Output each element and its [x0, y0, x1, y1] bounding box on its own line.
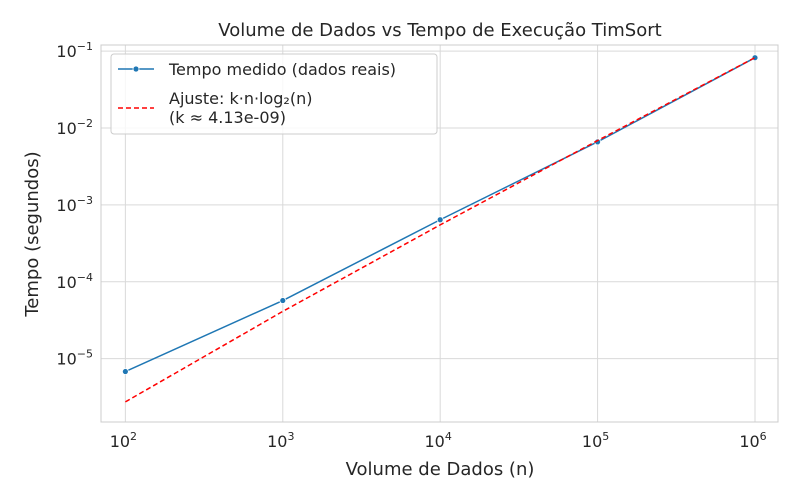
x-tick-label: 105: [582, 430, 609, 451]
chart-title: Volume de Dados vs Tempo de Execução Tim…: [218, 20, 661, 41]
legend-marker-measured: [132, 65, 140, 73]
legend: Tempo medido (dados reais) Ajuste: k·n·l…: [110, 53, 438, 135]
y-tick-label: 10−1: [56, 40, 93, 61]
y-axis-label: Tempo (segundos): [22, 151, 43, 317]
plot-area-frame: [100, 44, 779, 423]
y-tick-label: 10−3: [56, 194, 93, 215]
legend-label-fit-line1: Ajuste: k·n·log₂(n): [169, 89, 312, 108]
x-tick-label: 102: [110, 430, 137, 451]
series-line-fit: [125, 56, 756, 403]
x-tick-labels: 102 103 104 105 106: [110, 430, 767, 451]
series-layer: [121, 54, 759, 403]
y-tick-labels: 10−5 10−4 10−3 10−2 10−1: [56, 40, 93, 369]
x-tick-label: 106: [739, 430, 766, 451]
legend-label-fit-line2: (k ≈ 4.13e-09): [169, 108, 286, 127]
data-point-measured: [121, 368, 129, 375]
data-point-measured: [279, 297, 287, 304]
legend-box: [110, 53, 438, 135]
data-point-measured: [751, 54, 759, 62]
y-tick-label: 10−2: [56, 117, 93, 138]
x-tick-label: 104: [425, 430, 452, 451]
x-axis-label: Volume de Dados (n): [346, 459, 535, 480]
y-tick-label: 10−5: [56, 348, 93, 369]
data-point-measured: [436, 216, 444, 224]
legend-label-measured: Tempo medido (dados reais): [168, 60, 396, 79]
x-tick-label: 103: [267, 430, 294, 451]
y-tick-label: 10−4: [56, 271, 93, 292]
